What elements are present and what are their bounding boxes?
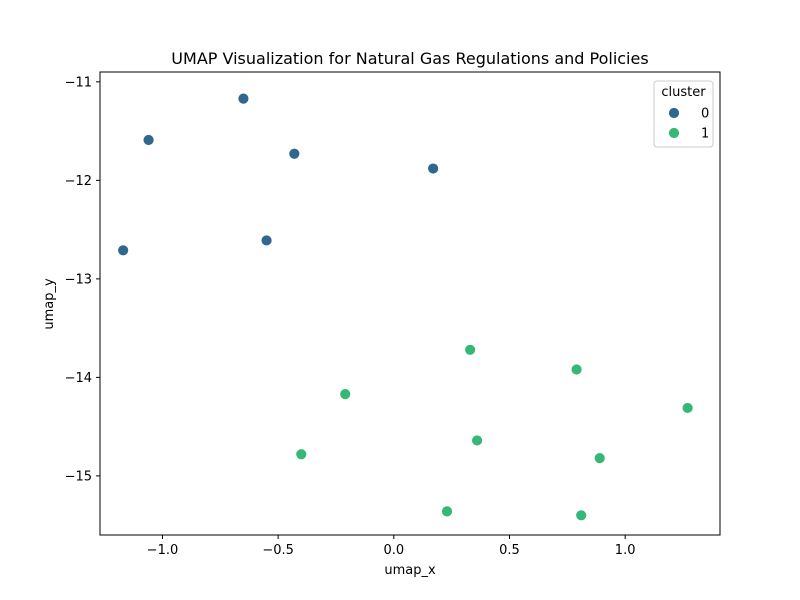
scatter-point-cluster-0 bbox=[142, 134, 155, 146]
scatter-point-cluster-1 bbox=[570, 363, 583, 376]
data-points bbox=[117, 92, 694, 522]
scatter-point-cluster-1 bbox=[295, 448, 308, 461]
legend-label: 1 bbox=[701, 127, 709, 142]
legend-marker bbox=[668, 127, 680, 139]
x-tick-label: 0.5 bbox=[499, 543, 520, 558]
y-tick-label: −12 bbox=[65, 174, 92, 189]
scatter-point-cluster-0 bbox=[288, 147, 301, 160]
y-axis-label: umap_y bbox=[42, 278, 57, 330]
plot-frame bbox=[99, 71, 721, 536]
x-axis-label: umap_x bbox=[384, 563, 436, 578]
legend-marker bbox=[668, 107, 680, 119]
scatter-point-cluster-0 bbox=[117, 244, 130, 257]
scatter-point-cluster-1 bbox=[339, 388, 352, 401]
legend-title: cluster bbox=[661, 85, 706, 100]
x-tick-label: 0.0 bbox=[383, 543, 404, 558]
scatter-point-cluster-0 bbox=[237, 92, 250, 105]
legend-label: 0 bbox=[701, 107, 709, 122]
scatter-point-cluster-0 bbox=[260, 234, 273, 247]
scatter-point-cluster-1 bbox=[575, 509, 588, 522]
x-tick-label: 1.0 bbox=[615, 543, 636, 558]
y-tick-label: −14 bbox=[65, 371, 92, 386]
y-tick-label: −13 bbox=[65, 272, 92, 287]
scatter-point-cluster-1 bbox=[593, 452, 606, 465]
legend: cluster 0 1 bbox=[653, 80, 714, 148]
scatter-point-cluster-1 bbox=[471, 434, 483, 447]
x-axis-ticks: −1.0 −0.5 0.0 0.5 1.0 bbox=[147, 535, 636, 558]
y-axis-ticks: −15 −14 −13 −12 −11 bbox=[65, 75, 100, 484]
scatter-point-cluster-1 bbox=[464, 343, 477, 356]
scatter-point-cluster-1 bbox=[681, 402, 694, 414]
x-tick-label: −1.0 bbox=[147, 543, 179, 558]
chart-title: UMAP Visualization for Natural Gas Regul… bbox=[171, 49, 648, 68]
x-tick-label: −0.5 bbox=[262, 543, 294, 558]
scatter-point-cluster-1 bbox=[441, 505, 453, 518]
y-tick-label: −15 bbox=[65, 469, 92, 484]
y-tick-label: −11 bbox=[65, 75, 92, 90]
scatter-point-cluster-0 bbox=[427, 162, 440, 175]
